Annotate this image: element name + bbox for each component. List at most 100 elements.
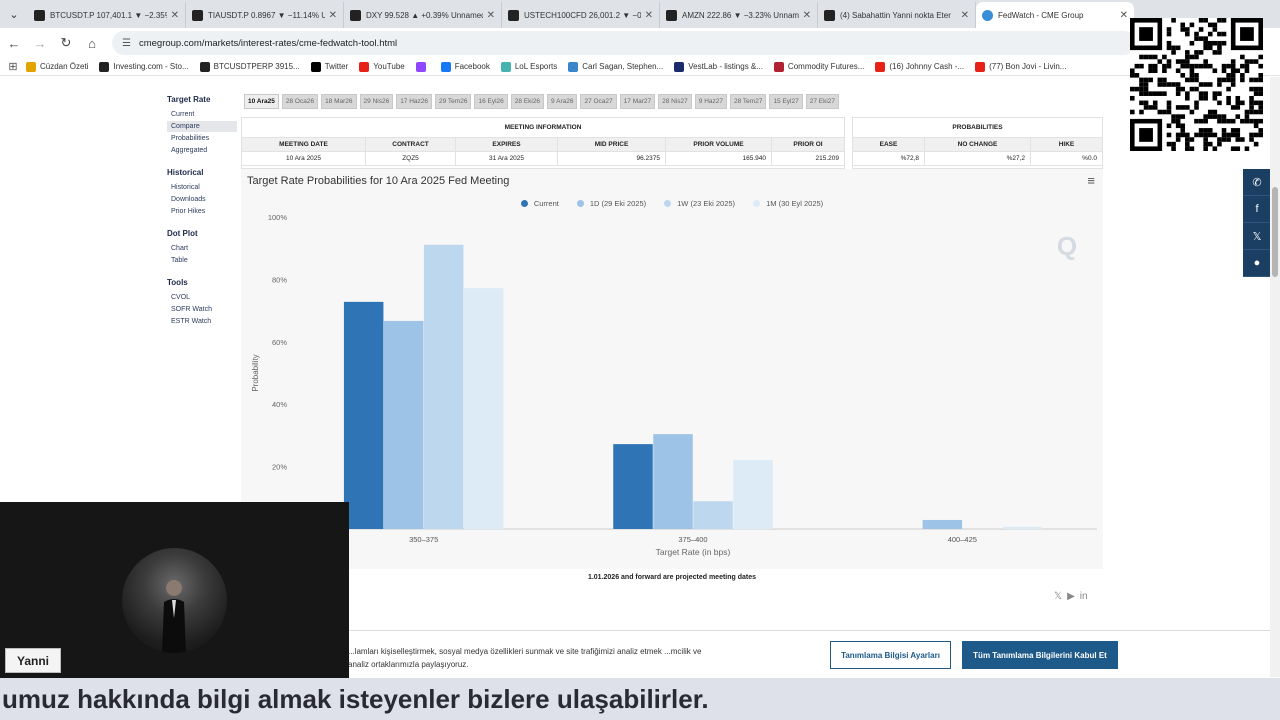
back-icon[interactable]: ← bbox=[7, 35, 21, 51]
meeting-date-tab[interactable]: 17 Mar27 bbox=[619, 94, 656, 109]
tab-search-chevron-icon[interactable]: ⌄ bbox=[9, 8, 19, 21]
nav-link-prior-hikes[interactable]: Prior Hikes bbox=[171, 208, 206, 215]
qr-module bbox=[1207, 22, 1213, 28]
meeting-date-tab[interactable]: 18 Mar26 bbox=[321, 94, 357, 109]
qr-module bbox=[1244, 59, 1250, 64]
close-tab-icon[interactable]: ✕ bbox=[328, 9, 337, 21]
x-share-icon[interactable]: 𝕏 bbox=[1054, 591, 1063, 602]
apps-grid-icon[interactable]: ⊞ bbox=[8, 61, 18, 73]
close-tab-icon[interactable]: ✕ bbox=[960, 9, 969, 21]
meeting-date-tab[interactable]: 17 Haz26 bbox=[396, 94, 433, 109]
qr-finder bbox=[1240, 27, 1254, 41]
bookmark-item[interactable]: Carl Sagan, Stephen... bbox=[568, 61, 663, 72]
qr-module bbox=[1148, 105, 1153, 110]
page-scrollbar[interactable] bbox=[1270, 77, 1280, 677]
bookmark-icon bbox=[310, 61, 321, 72]
nav-link-estr-watch[interactable]: ESTR Watch bbox=[171, 318, 212, 325]
bookmark-item[interactable]: Cüzdan Özeti bbox=[26, 61, 88, 72]
nav-link-aggregated[interactable]: Aggregated bbox=[171, 147, 208, 154]
reload-icon[interactable]: ↻ bbox=[60, 35, 72, 50]
home-icon[interactable]: ⌂ bbox=[88, 35, 96, 51]
nav-link-compare[interactable]: Compare bbox=[167, 121, 237, 132]
legend-item[interactable]: 1W (23 Eki 2025) bbox=[664, 199, 735, 208]
legend-swatch bbox=[520, 200, 528, 207]
close-tab-icon[interactable]: ✕ bbox=[802, 9, 811, 21]
nav-link-historical[interactable]: Historical bbox=[171, 184, 200, 191]
bookmark-label: VestLab - listings &... bbox=[688, 62, 763, 71]
bookmark-item[interactable]: LoL Esports bbox=[500, 61, 557, 72]
qr-module bbox=[1180, 73, 1186, 78]
bookmark-item[interactable]: VestLab - listings &... bbox=[674, 61, 763, 72]
qr-module bbox=[1258, 77, 1263, 83]
bookmark-item[interactable]: Commodity Futures... bbox=[773, 61, 864, 72]
legend-item[interactable]: 1D (29 Eki 2025) bbox=[576, 199, 646, 208]
meeting-date-tab[interactable]: 16 Eyl26 bbox=[474, 94, 508, 109]
forward-icon[interactable]: → bbox=[33, 35, 47, 51]
qr-module bbox=[1258, 73, 1263, 78]
quikstrike-watermark: Q bbox=[1057, 231, 1077, 261]
close-tab-icon[interactable]: ✕ bbox=[644, 9, 653, 21]
x-icon[interactable]: 𝕏 bbox=[1243, 223, 1271, 250]
bookmark-item[interactable]: (77) Bon Jovi - Livin... bbox=[975, 61, 1066, 72]
meeting-date-tab[interactable]: 9 Haz27 bbox=[694, 94, 727, 109]
meeting-date-tab[interactable]: 28 Tem27 bbox=[730, 94, 767, 109]
meeting-date-tab[interactable]: 29 Nis26 bbox=[359, 94, 394, 109]
browser-tab[interactable]: AMZN 222.86 ▼ −3.23% Unnam ✕ bbox=[660, 2, 818, 28]
nav-link-cvol[interactable]: CVOL bbox=[171, 294, 191, 301]
bookmark-item[interactable]: Facebook bbox=[440, 61, 490, 72]
close-tab-icon[interactable]: ✕ bbox=[170, 9, 179, 21]
qr-module bbox=[1217, 141, 1222, 147]
meeting-date-tab[interactable]: 28 Oca26 bbox=[281, 94, 319, 109]
browser-tab[interactable]: TIAUSDT.P 0.8967 ▼ −11.14% U ✕ bbox=[186, 2, 344, 28]
nav-link-downloads[interactable]: Downloads bbox=[171, 196, 206, 203]
meeting-date-tab[interactable]: 27 Eki27 bbox=[805, 94, 840, 109]
facebook-icon[interactable]: f bbox=[1243, 196, 1271, 223]
meeting-date-tab[interactable]: 9 Ara26 bbox=[547, 94, 578, 109]
browser-tab[interactable]: BTCUSDT.P 107,401.1 ▼ −2.35% ✕ bbox=[28, 2, 186, 28]
bookmark-label: BTCUSDTPERP 3915... bbox=[213, 62, 300, 71]
meeting-date-tab[interactable]: 27 Oca27 bbox=[580, 94, 617, 109]
nav-link-chart[interactable]: Chart bbox=[171, 245, 189, 252]
chart-menu-icon[interactable]: ≡ bbox=[1087, 173, 1095, 188]
accept-all-cookies-button[interactable]: Tüm Tanımlama Bilgilerini Kabul Et bbox=[962, 641, 1118, 669]
browser-tab[interactable]: USTECH100CFD 26,001.2 ▼ −0 ✕ bbox=[502, 2, 660, 28]
probabilities-header-row: EASE NO CHANGE HIKE bbox=[853, 138, 1102, 152]
nav-link-probabilities[interactable]: Probabilities bbox=[171, 135, 210, 142]
qr-module bbox=[1258, 109, 1263, 115]
linkedin-share-icon[interactable]: in bbox=[1079, 591, 1088, 602]
meeting-date-tab[interactable]: 15 Eyl27 bbox=[769, 94, 803, 109]
meeting-date-tab[interactable]: 10 Ara25 bbox=[244, 94, 279, 109]
meeting-date-tab[interactable]: 29 Tem26 bbox=[435, 94, 472, 109]
meeting-date-tab[interactable]: 28 Nis27 bbox=[658, 94, 692, 109]
bookmark-item[interactable]: BTCUSDTPERP 3915... bbox=[199, 61, 300, 72]
whatsapp-icon[interactable]: ✆ bbox=[1243, 169, 1271, 196]
browser-tab[interactable]: FedWatch - CME Group ✕ bbox=[976, 2, 1134, 28]
qr-module bbox=[1185, 95, 1190, 101]
meeting-date-tab[interactable]: 28 Eki26 bbox=[510, 94, 545, 109]
youtube-share-icon[interactable]: ▶ bbox=[1067, 591, 1075, 602]
bookmark-item[interactable]: Twitter bbox=[310, 61, 348, 72]
site-info-icon[interactable]: ☰ bbox=[122, 37, 131, 49]
nav-link-current[interactable]: Current bbox=[171, 111, 195, 118]
bookmark-item[interactable] bbox=[415, 61, 430, 72]
bookmark-item[interactable]: Investing.com - Sto... bbox=[99, 61, 189, 72]
tradingview-icon bbox=[508, 9, 519, 21]
cookie-settings-button[interactable]: Tanımlama Bilgisi Ayarları bbox=[830, 641, 951, 669]
reddit-icon[interactable]: ● bbox=[1243, 250, 1271, 277]
bookmark-item[interactable]: YouTube bbox=[359, 61, 405, 72]
legend-item[interactable]: 1M (30 Eyl 2025) bbox=[753, 199, 823, 208]
address-bar[interactable]: ☰ cmegroup.com/markets/interest-rates/cm… bbox=[112, 31, 1136, 55]
browser-tab[interactable]: DXY 99.528 ▲ +0.39% Unnamed ✕ bbox=[344, 2, 502, 28]
qr-module bbox=[1203, 18, 1208, 23]
legend-item[interactable]: Current bbox=[520, 199, 559, 208]
nav-link-table[interactable]: Table bbox=[171, 257, 188, 264]
close-tab-icon[interactable]: ✕ bbox=[486, 9, 495, 21]
table-cell: 215.209 bbox=[815, 155, 840, 162]
nav-link-sofr-watch[interactable]: SOFR Watch bbox=[171, 306, 212, 313]
scroll-thumb[interactable] bbox=[1272, 187, 1278, 277]
close-tab-icon[interactable]: ✕ bbox=[1119, 9, 1128, 21]
bookmark-item[interactable]: (16) Johnny Cash -... bbox=[875, 61, 964, 72]
browser-tab[interactable]: (4) Sabahattin Yanni nokta Eter ✕ bbox=[818, 2, 976, 28]
chart-title: Target Rate Probabilities for 10 Ara 202… bbox=[247, 175, 510, 187]
qr-module bbox=[1230, 146, 1236, 151]
